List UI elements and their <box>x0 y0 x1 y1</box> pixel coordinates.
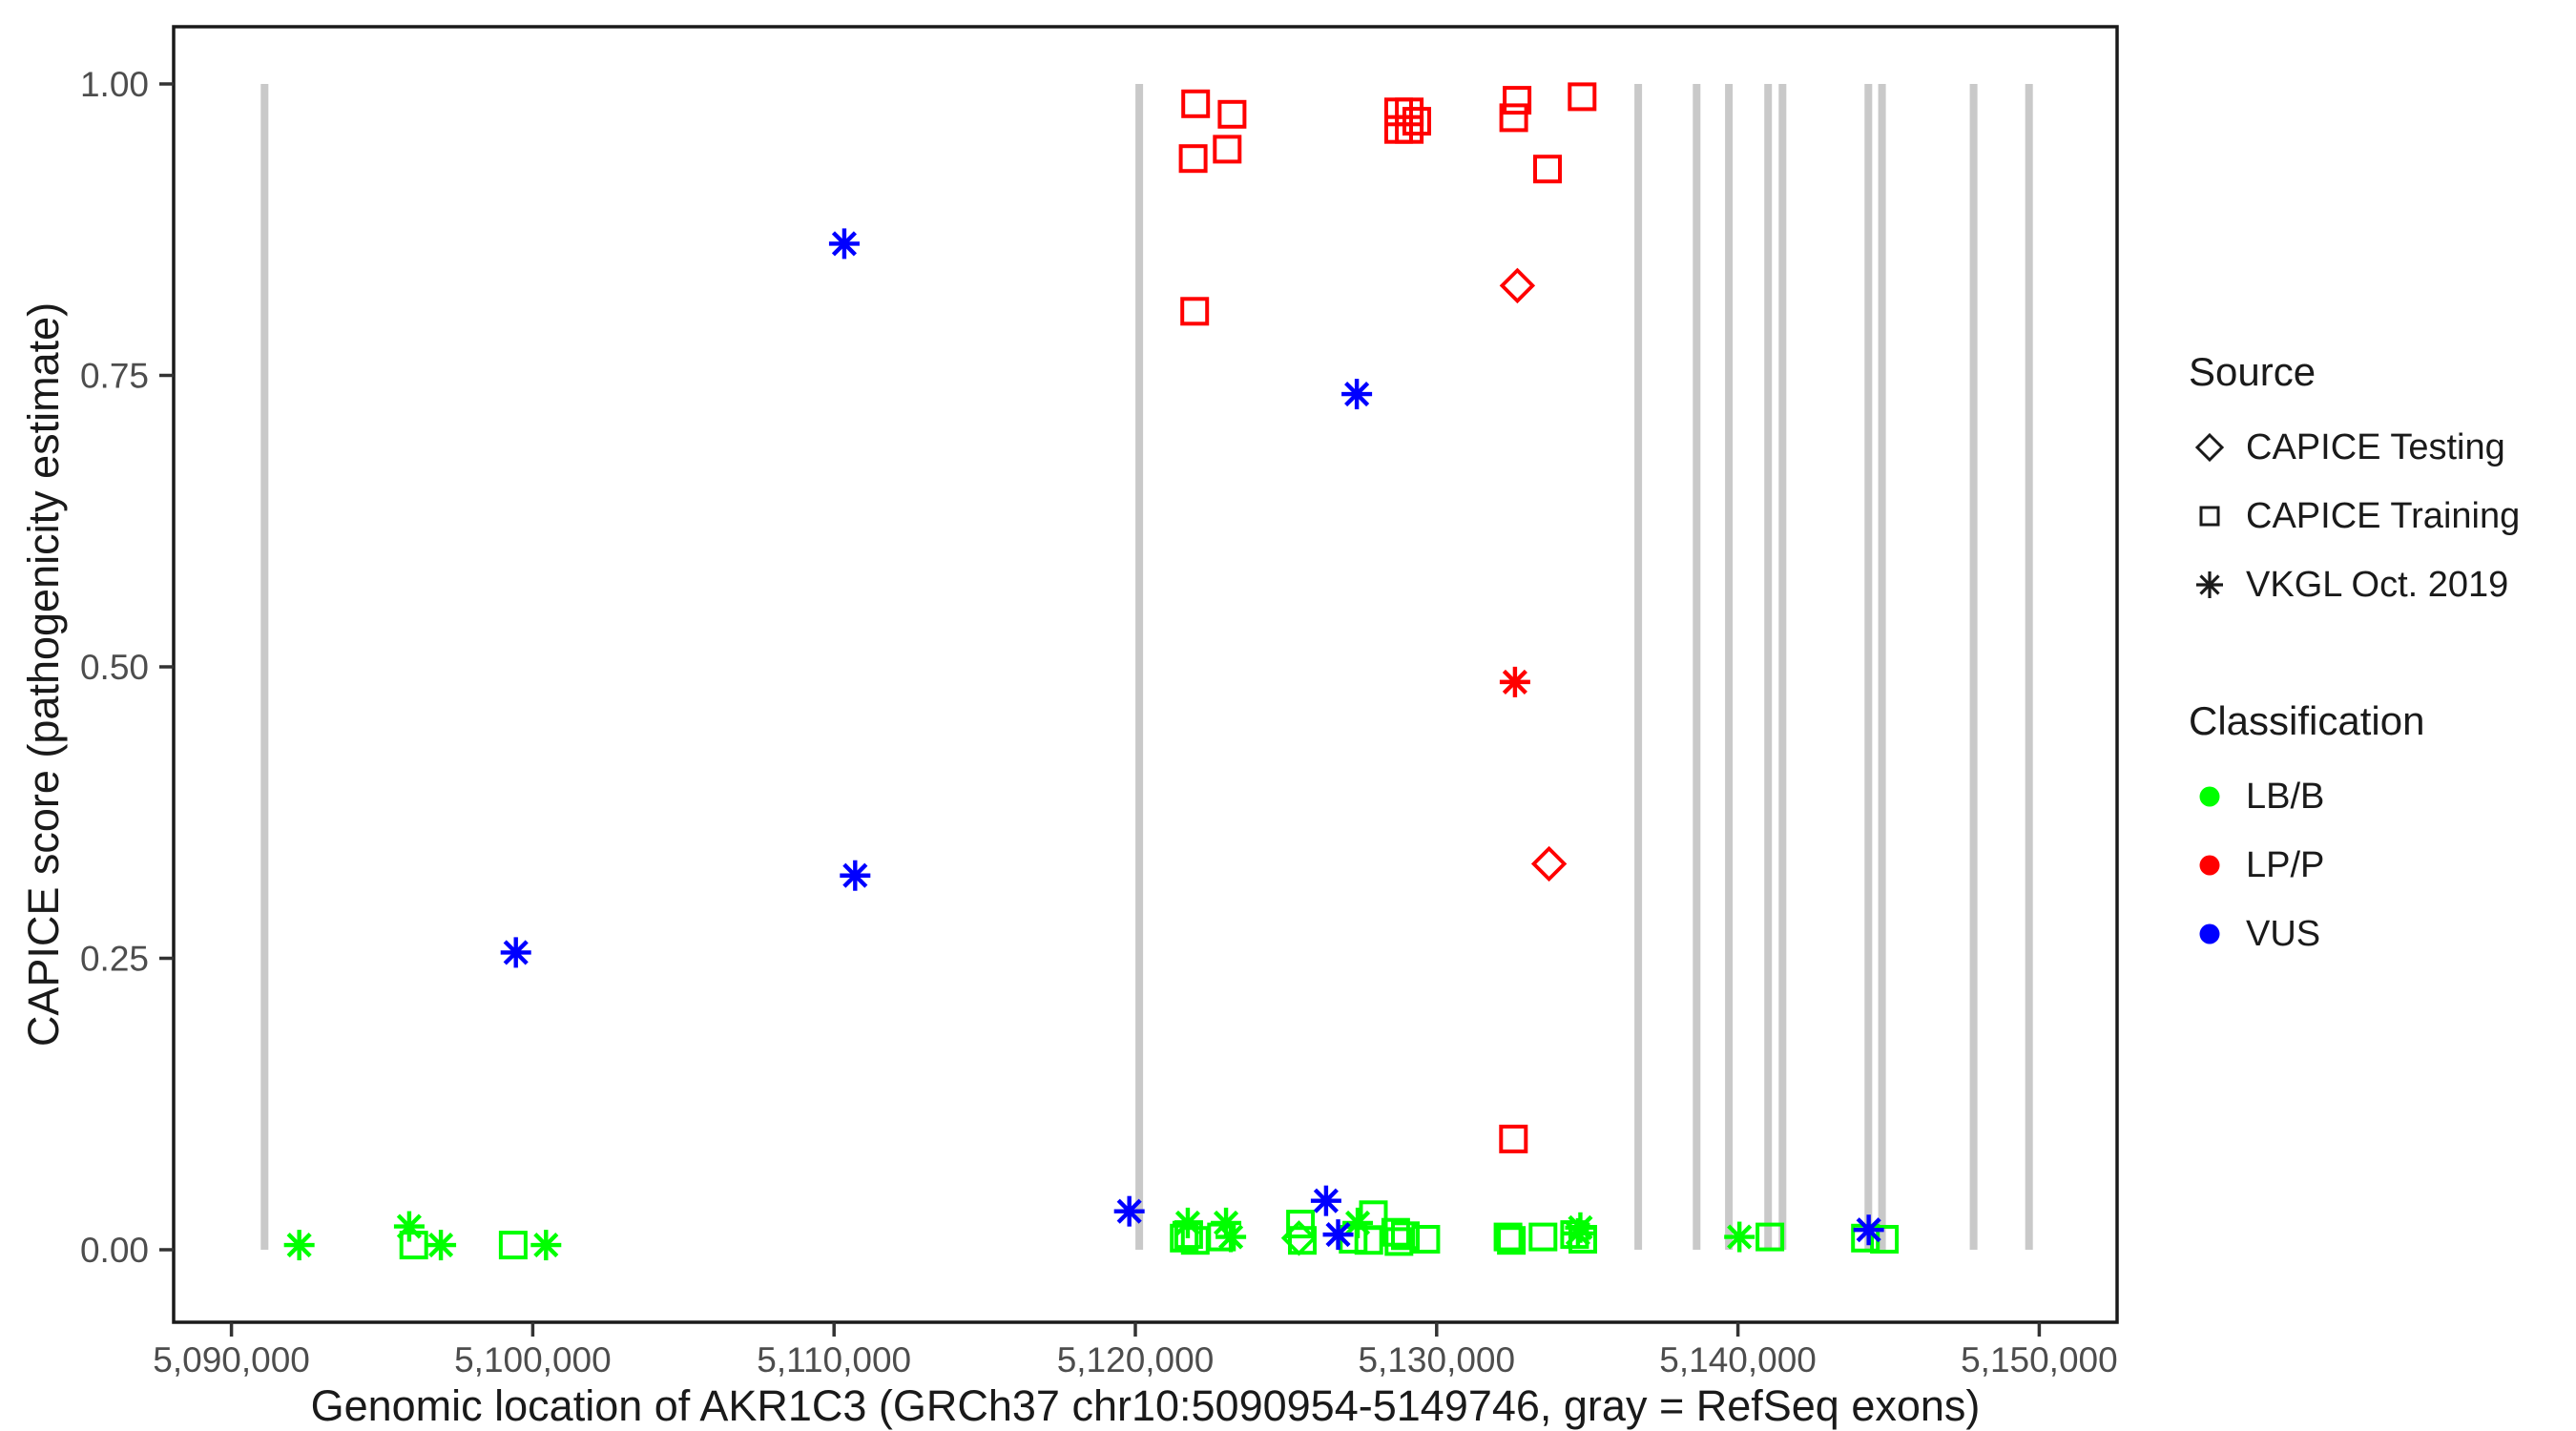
x-tick-label: 5,130,000 <box>1358 1340 1515 1379</box>
square-icon <box>2199 506 2220 527</box>
x-tick-label: 5,110,000 <box>757 1340 911 1379</box>
data-point-asterisk <box>283 1230 315 1261</box>
legend: Source CAPICE Testing CAPICE Training <box>2189 349 2520 971</box>
data-point-asterisk <box>828 228 860 259</box>
data-point-square <box>1359 1200 1388 1230</box>
data-point-square <box>1533 155 1562 184</box>
y-tick-label: 1.00 <box>80 65 149 104</box>
data-point-square <box>498 1231 528 1260</box>
legend-label-vus: VUS <box>2246 913 2321 954</box>
data-point-asterisk <box>1724 1221 1755 1253</box>
lpp-dot-icon <box>2199 855 2220 876</box>
y-tick-label: 0.75 <box>80 357 149 396</box>
data-point-square <box>1384 1227 1414 1256</box>
x-tick-label: 5,120,000 <box>1057 1340 1215 1379</box>
data-point-square <box>1499 103 1528 133</box>
x-tick-label: 5,140,000 <box>1659 1340 1817 1379</box>
lpp-dot <box>2199 855 2220 876</box>
legend-source-title: Source <box>2189 349 2316 394</box>
data-point-asterisk <box>1341 379 1373 410</box>
y-axis-title: CAPICE score (pathogenicity estimate) <box>19 301 68 1047</box>
data-point-square <box>1178 144 1208 174</box>
refseq-exon-bar <box>2025 84 2033 1250</box>
data-point-square <box>1568 82 1597 112</box>
legend-label-capice-testing: CAPICE Testing <box>2246 426 2505 467</box>
data-point-square <box>1503 86 1532 115</box>
refseq-exon-bar <box>1878 84 1886 1250</box>
x-axis-title: Genomic location of AKR1C3 (GRCh37 chr10… <box>310 1381 1981 1430</box>
panel-background <box>174 27 2117 1322</box>
data-point-square <box>1528 1222 1558 1252</box>
data-point-square <box>1395 114 1424 144</box>
legend-label-lpp: LP/P <box>2246 844 2325 885</box>
data-point-diamond <box>1280 1220 1318 1256</box>
data-point-asterisk <box>1113 1195 1145 1227</box>
data-point-square <box>1411 1225 1441 1254</box>
diamond-icon <box>2194 432 2225 463</box>
data-point-asterisk <box>500 937 531 968</box>
data-point-square <box>1213 135 1242 164</box>
data-point-asterisk <box>1211 1207 1242 1238</box>
asterisk-icon <box>2196 571 2223 598</box>
data-point-asterisk <box>530 1230 562 1261</box>
refseq-exon-bar <box>1969 84 1978 1250</box>
legend-item-capice-training: CAPICE Training <box>2189 485 2520 548</box>
legend-item-capice-testing: CAPICE Testing <box>2189 416 2520 479</box>
y-tick-label: 0.00 <box>80 1231 149 1270</box>
data-point-square <box>1181 89 1211 118</box>
vus-dot <box>2199 923 2220 944</box>
panel-border <box>172 25 2119 1324</box>
refseq-exon-bar <box>260 84 269 1250</box>
legend-item-lpp: LP/P <box>2189 834 2520 897</box>
refseq-exon-bar <box>1693 84 1701 1250</box>
refseq-exon-bar <box>1778 84 1787 1250</box>
data-point-diamond <box>1499 267 1536 304</box>
data-point-diamond <box>1530 845 1568 882</box>
data-point-asterisk <box>393 1211 425 1242</box>
data-point-asterisk <box>1322 1219 1354 1251</box>
data-point-asterisk <box>1310 1185 1341 1216</box>
data-point-square <box>1755 1222 1785 1252</box>
x-tick-label: 5,100,000 <box>454 1340 612 1379</box>
data-point-asterisk <box>1172 1207 1203 1238</box>
x-tick-label: 5,090,000 <box>153 1340 310 1379</box>
data-point-square <box>1499 1124 1528 1153</box>
data-point-asterisk <box>1499 666 1530 697</box>
legend-item-vus: VUS <box>2189 902 2520 965</box>
data-point-asterisk <box>1565 1212 1596 1243</box>
data-point-square <box>1870 1225 1900 1254</box>
data-point-square <box>1286 1210 1316 1239</box>
data-point-asterisk <box>1215 1221 1247 1253</box>
data-point-square <box>1180 297 1210 326</box>
lbb-dot <box>2199 786 2220 807</box>
refseq-exon-bar <box>1864 84 1873 1250</box>
x-tick-label: 5,150,000 <box>1961 1340 2118 1379</box>
data-point-square <box>1402 107 1431 136</box>
y-tick-label: 0.50 <box>80 648 149 687</box>
data-point-square <box>1497 1226 1527 1255</box>
legend-label-vkgl: VKGL Oct. 2019 <box>2246 564 2509 605</box>
data-point-asterisk <box>426 1230 457 1261</box>
data-point-square <box>1391 1221 1420 1251</box>
y-tick-label: 0.25 <box>80 940 149 979</box>
data-point-asterisk <box>840 860 871 891</box>
vus-dot-icon <box>2199 923 2220 944</box>
refseq-exon-bar <box>1135 84 1144 1250</box>
legend-label-lbb: LB/B <box>2246 776 2325 817</box>
data-point-square <box>1381 1217 1410 1247</box>
refseq-exon-bar <box>1725 84 1734 1250</box>
data-point-asterisk <box>1853 1214 1884 1246</box>
data-point-square <box>1493 1222 1523 1252</box>
legend-item-lbb: LB/B <box>2189 765 2520 828</box>
legend-item-vkgl: VKGL Oct. 2019 <box>2189 553 2520 616</box>
legend-classification-title: Classification <box>2189 698 2425 743</box>
lbb-dot-icon <box>2199 786 2220 807</box>
refseq-exon-bar <box>1634 84 1643 1250</box>
legend-label-capice-training: CAPICE Training <box>2246 495 2521 536</box>
refseq-exon-bar <box>1764 84 1773 1250</box>
data-point-square <box>1217 99 1247 129</box>
